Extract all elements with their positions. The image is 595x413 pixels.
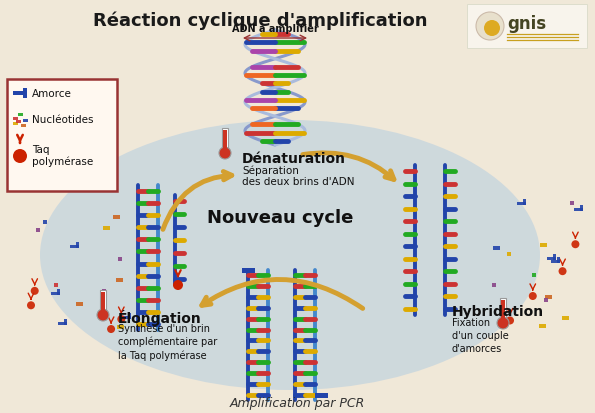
Bar [18,113,23,116]
Bar [76,242,79,248]
Bar [315,393,328,398]
Text: Nouveau cycle: Nouveau cycle [207,209,353,227]
Bar [551,260,560,263]
Circle shape [13,149,27,163]
FancyBboxPatch shape [7,79,117,191]
Bar [117,325,124,329]
Bar [539,324,546,328]
Circle shape [484,20,500,36]
Ellipse shape [40,120,540,390]
Circle shape [31,287,39,295]
Bar [104,226,111,230]
Text: Hybridation: Hybridation [452,305,544,319]
Bar [531,273,536,278]
Bar [562,316,569,320]
Bar [101,292,105,310]
FancyBboxPatch shape [467,4,587,48]
Text: Séparation
des deux brins d'ADN: Séparation des deux brins d'ADN [242,165,355,187]
Bar [51,292,61,295]
Bar [571,202,575,205]
Bar [222,128,228,150]
Circle shape [219,147,231,159]
Text: Amplification par PCR: Amplification par PCR [230,396,365,410]
Bar [13,91,27,95]
Bar [13,122,18,125]
Text: Amorce: Amorce [32,89,72,99]
Text: ADN à amplifier: ADN à amplifier [231,24,318,34]
Text: Élongation: Élongation [118,310,202,326]
Bar [100,290,106,312]
Bar [36,228,40,232]
Text: Fixation
d'un couple
d'amorces: Fixation d'un couple d'amorces [452,318,509,354]
Text: gnis: gnis [507,15,546,33]
Bar [574,208,583,211]
Bar [545,294,552,299]
Bar [102,289,107,293]
Circle shape [506,316,514,325]
Bar [76,302,83,306]
Bar [116,278,123,282]
Bar [516,202,525,205]
Bar [507,252,511,256]
Circle shape [476,12,504,40]
Circle shape [559,267,566,275]
Bar [580,205,583,211]
Bar [553,254,556,261]
Bar [58,289,61,295]
Bar [123,316,131,319]
Bar [492,283,496,287]
Bar [23,88,27,98]
Bar [557,257,560,263]
Bar [113,215,120,219]
Circle shape [117,315,126,323]
Bar [54,283,58,287]
Text: Nucléotides: Nucléotides [32,115,93,125]
Text: Synthèse d'un brin
complémentaire par
la Taq polymérase: Synthèse d'un brin complémentaire par la… [118,323,217,361]
Bar [493,246,500,250]
Bar [118,257,123,261]
Bar [43,220,48,224]
Bar [58,323,67,325]
Bar [16,120,21,123]
Bar [242,268,255,273]
Text: Taq
polymérase: Taq polymérase [32,145,93,167]
Circle shape [27,301,35,309]
Bar [547,257,556,261]
Circle shape [97,309,109,321]
Bar [129,313,131,319]
Bar [522,199,525,205]
Circle shape [497,317,509,329]
Bar [21,124,26,127]
Bar [540,243,547,247]
Bar [223,130,227,148]
Bar [501,300,505,318]
Text: Réaction cyclique d'amplification: Réaction cyclique d'amplification [93,12,427,31]
Text: Dénaturation: Dénaturation [242,152,346,166]
Bar [70,245,79,248]
Circle shape [173,280,183,290]
Bar [500,298,506,320]
Circle shape [107,325,115,333]
Bar [23,119,28,122]
Circle shape [529,292,537,300]
Bar [13,117,18,120]
Circle shape [571,240,580,248]
Bar [64,319,67,325]
Bar [544,298,548,302]
